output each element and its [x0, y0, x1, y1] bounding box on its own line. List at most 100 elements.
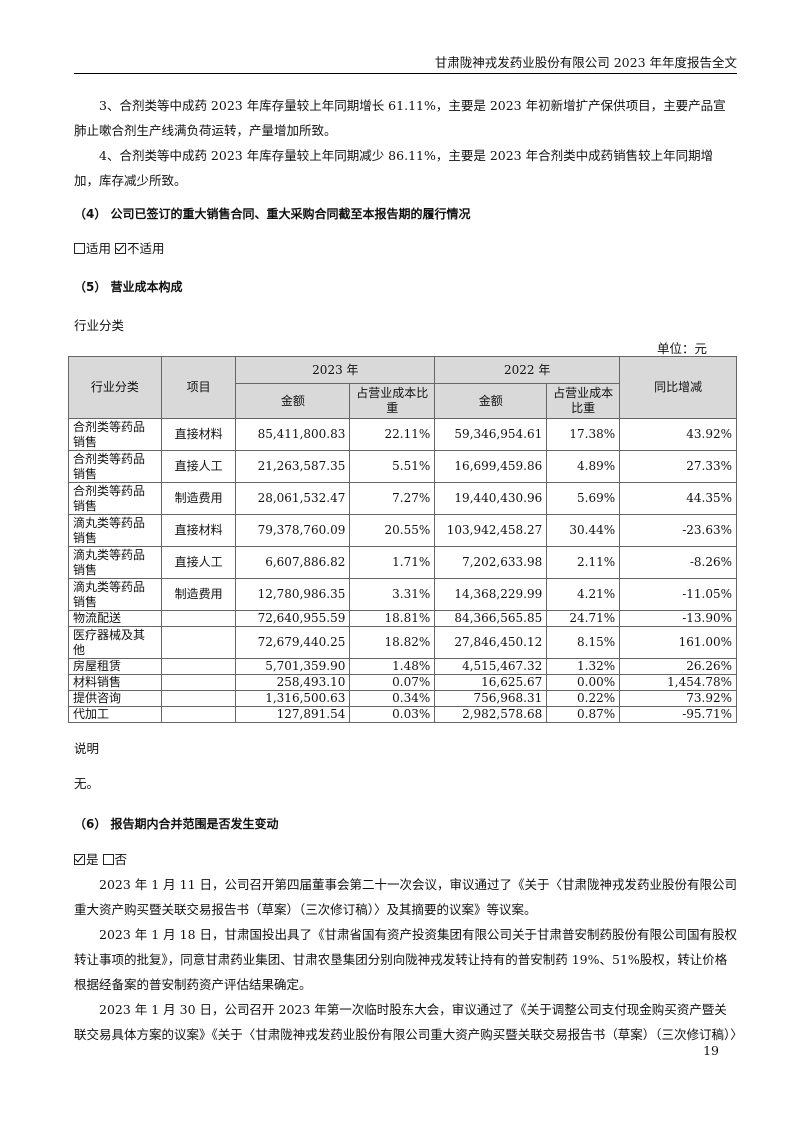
- cell-amount-2022: 2,982,578.68: [434, 706, 548, 723]
- table-row: 房屋租赁 5,701,359.90 1.48% 4,515,467.32 1.32% 26…: [68, 658, 737, 675]
- cell-industry: 滴丸类等药品销售: [68, 514, 162, 547]
- cell-change: -13.90%: [619, 610, 737, 627]
- checkbox-checked-icon[interactable]: [74, 854, 85, 865]
- cell-change: -23.63%: [619, 514, 737, 547]
- change-options: 是 否: [74, 849, 127, 868]
- cell-amount-2022: 19,440,430.96: [434, 482, 548, 515]
- header-change: 同比增减: [619, 356, 737, 419]
- cell-ratio-2023: 3.31%: [349, 578, 436, 611]
- cell-amount-2023: 5,701,359.90: [235, 658, 351, 675]
- cell-item: [160, 626, 237, 659]
- cell-change: 27.33%: [619, 450, 737, 483]
- section-6-title: （6） 报告期内合并范围是否发生变动: [74, 817, 279, 831]
- table-row: 提供咨询 1,316,500.63 0.34% 756,968.31 0.22% 73.9…: [68, 690, 737, 707]
- paragraph: 2023 年 1 月 18 日，甘肃国投出具了《甘肃省国有资产投资集团有限公司关…: [74, 927, 738, 992]
- cell-ratio-2022: 0.87%: [546, 706, 621, 723]
- applicability-options: 适用 不适用: [74, 238, 165, 257]
- cell-amount-2022: 84,366,565.85: [434, 610, 548, 627]
- cell-ratio-2023: 0.03%: [349, 706, 436, 723]
- cell-industry: 滴丸类等药品销售: [68, 578, 162, 611]
- option-label: 不适用: [127, 241, 165, 256]
- header-item: 项目: [160, 356, 237, 419]
- cell-industry: 代加工: [68, 706, 162, 723]
- table-row: 材料销售 258,493.10 0.07% 16,625.67 0.00% 1,454.7…: [68, 674, 737, 691]
- unit-label: 单位：元: [656, 341, 707, 356]
- option-label: 适用: [86, 241, 112, 256]
- cell-item: [160, 674, 237, 691]
- cell-ratio-2023: 1.71%: [349, 546, 436, 579]
- cell-amount-2023: 28,061,532.47: [235, 482, 351, 515]
- table-row: 合剂类等药品销售 直接人工 21,263,587.35 5.51% 16,699,459…: [68, 450, 737, 483]
- table-row: 滴丸类等药品销售 直接材料 79,378,760.09 20.55% 103,942,4…: [68, 514, 737, 547]
- cell-industry: 合剂类等药品销售: [68, 418, 162, 451]
- cell-amount-2022: 59,346,954.61: [434, 418, 548, 451]
- table-row: 滴丸类等药品销售 直接人工 6,607,886.82 1.71% 7,202,633.9…: [68, 546, 737, 579]
- cell-industry: 合剂类等药品销售: [68, 482, 162, 515]
- cell-industry: 材料销售: [68, 674, 162, 691]
- option-label: 否: [114, 852, 128, 867]
- subtitle: 行业分类: [74, 318, 125, 333]
- checkbox-unchecked-icon[interactable]: [102, 854, 114, 865]
- cell-industry: 提供咨询: [68, 690, 162, 707]
- cell-amount-2023: 258,493.10: [235, 674, 351, 691]
- note-label: 说明: [74, 741, 100, 756]
- table-row: 医疗器械及其他 72,679,440.25 18.82% 27,846,450.12 8…: [68, 626, 737, 659]
- checkbox-checked-icon[interactable]: [115, 243, 126, 254]
- cell-ratio-2022: 5.69%: [546, 482, 621, 515]
- cell-ratio-2022: 2.11%: [546, 546, 621, 579]
- cell-amount-2022: 756,968.31: [434, 690, 548, 707]
- table-row: 合剂类等药品销售 直接材料 85,411,800.83 22.11% 59,346,95…: [68, 418, 737, 451]
- header-amount-2022: 金额: [434, 383, 548, 419]
- header-rule: [74, 73, 737, 74]
- cell-amount-2022: 4,515,467.32: [434, 658, 548, 675]
- header-amount-2023: 金额: [235, 383, 351, 419]
- cell-amount-2023: 85,411,800.83: [235, 418, 351, 451]
- checkbox-unchecked-icon[interactable]: [74, 243, 85, 254]
- table-row: 合剂类等药品销售 制造费用 28,061,532.47 7.27% 19,440,430…: [68, 482, 737, 515]
- paragraph: 2023 年 1 月 30 日，公司召开 2023 年第一次临时股东大会，审议通…: [74, 1002, 743, 1042]
- cell-amount-2022: 16,625.67: [434, 674, 548, 691]
- cell-amount-2022: 27,846,450.12: [434, 626, 548, 659]
- paragraph: 2023 年 1 月 11 日，公司召开第四届董事会第二十一次会议，审议通过了《…: [74, 877, 738, 917]
- cell-ratio-2023: 22.11%: [349, 418, 436, 451]
- cell-ratio-2022: 24.71%: [546, 610, 621, 627]
- header-2023: 2023 年: [235, 356, 436, 384]
- header-2022: 2022 年: [434, 356, 621, 384]
- cell-ratio-2022: 30.44%: [546, 514, 621, 547]
- option-label: 是: [86, 852, 99, 867]
- cost-structure-table: 行业分类 项目 2023 年 2022 年 同比增减 金额 占营业成本比重 金额…: [68, 356, 737, 723]
- cell-item: [160, 658, 237, 675]
- table-row: 滴丸类等药品销售 制造费用 12,780,986.35 3.31% 14,368,229…: [68, 578, 737, 611]
- cell-ratio-2023: 7.27%: [349, 482, 436, 515]
- cell-amount-2023: 21,263,587.35: [235, 450, 351, 483]
- cell-industry: 滴丸类等药品销售: [68, 546, 162, 579]
- cell-ratio-2023: 1.48%: [349, 658, 436, 675]
- cell-amount-2023: 72,640,955.59: [235, 610, 351, 627]
- cell-ratio-2022: 0.22%: [546, 690, 621, 707]
- cell-change: -11.05%: [619, 578, 737, 611]
- cell-item: [160, 706, 237, 723]
- cell-ratio-2022: 8.15%: [546, 626, 621, 659]
- cell-ratio-2023: 0.34%: [349, 690, 436, 707]
- paragraph: 3、合剂类等中成药 2023 年库存量较上年同期增长 61.11%，主要是 20…: [74, 98, 726, 138]
- cell-change: 161.00%: [619, 626, 737, 659]
- header-industry: 行业分类: [68, 356, 162, 419]
- cell-ratio-2023: 18.82%: [349, 626, 436, 659]
- cell-item: 直接材料: [160, 514, 237, 547]
- cell-amount-2023: 127,891.54: [235, 706, 351, 723]
- cell-ratio-2022: 4.89%: [546, 450, 621, 483]
- cell-change: 73.92%: [619, 690, 737, 707]
- cell-item: 制造费用: [160, 482, 237, 515]
- cell-amount-2023: 12,780,986.35: [235, 578, 351, 611]
- cell-amount-2022: 14,368,229.99: [434, 578, 548, 611]
- cell-item: 直接人工: [160, 546, 237, 579]
- cell-amount-2023: 72,679,440.25: [235, 626, 351, 659]
- cell-change: 26.26%: [619, 658, 737, 675]
- cell-item: [160, 610, 237, 627]
- cell-change: 43.92%: [619, 418, 737, 451]
- cell-item: [160, 690, 237, 707]
- cell-item: 制造费用: [160, 578, 237, 611]
- table-row: 物流配送 72,640,955.59 18.81% 84,366,565.85 24.7…: [68, 610, 737, 627]
- cell-ratio-2023: 20.55%: [349, 514, 436, 547]
- cell-amount-2022: 16,699,459.86: [434, 450, 548, 483]
